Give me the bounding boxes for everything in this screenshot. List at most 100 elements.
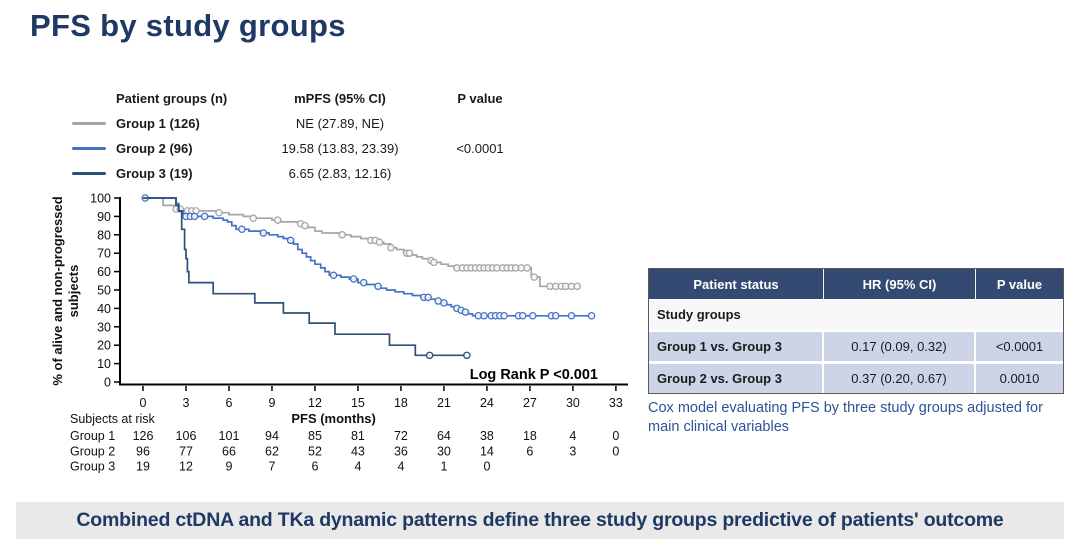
censor-mark-group-2 <box>551 312 560 320</box>
y-tick-label: 60 <box>97 265 111 279</box>
legend-header-groups: Patient groups (n) <box>116 91 228 106</box>
x-tick-label: 12 <box>308 396 322 410</box>
y-axis-title-line-2: subjects <box>66 265 81 318</box>
risk-count: 36 <box>394 444 408 458</box>
risk-count: 14 <box>480 444 494 458</box>
risk-count: 81 <box>351 429 365 443</box>
risk-count: 38 <box>480 429 494 443</box>
risk-count: 19 <box>136 460 150 474</box>
risk-row-label-group-3: Group 3 <box>70 460 115 474</box>
risk-count: 6 <box>526 444 533 458</box>
censor-mark-group-2 <box>329 271 338 280</box>
x-tick-label: 0 <box>140 396 147 410</box>
risk-count: 6 <box>311 460 318 474</box>
group-3-line-swatch <box>72 172 106 175</box>
risk-count: 106 <box>176 429 197 443</box>
x-tick-label: 27 <box>523 396 537 410</box>
censor-mark-group-1 <box>430 258 438 267</box>
group-2-line-swatch <box>72 147 106 150</box>
censor-mark-group-1 <box>523 264 531 272</box>
x-tick-label: 6 <box>226 396 233 410</box>
legend-group-2-pvalue: <0.0001 <box>456 141 504 156</box>
risk-count: 96 <box>136 444 150 458</box>
legend-header-mpfs: mPFS (95% CI) <box>294 91 386 106</box>
x-tick-label: 3 <box>183 396 190 410</box>
risk-count: 0 <box>483 460 490 474</box>
km-curve-group-2 <box>143 197 592 317</box>
y-tick-label: 10 <box>97 357 111 371</box>
x-tick-label: 24 <box>480 396 494 410</box>
risk-count: 3 <box>569 444 576 458</box>
legend-row-group-1: Group 1 (126) NE (27.89, NE) <box>72 111 546 136</box>
legend-group-1-mpfs: NE (27.89, NE) <box>295 116 385 131</box>
censor-mark-group-1 <box>249 214 258 222</box>
censor-mark-group-2 <box>349 275 358 283</box>
censor-mark-group-3 <box>425 351 434 360</box>
y-tick-label: 80 <box>97 228 111 242</box>
risk-row-label-group-1: Group 1 <box>70 429 115 443</box>
y-tick-label: 70 <box>97 247 111 261</box>
cox-model-caption: Cox model evaluating PFS by three study … <box>648 400 1043 436</box>
legend-group-1-name: Group 1 (126) <box>116 116 200 131</box>
censor-mark-group-2 <box>587 312 596 320</box>
risk-count: 77 <box>179 444 193 458</box>
risk-count: 43 <box>351 444 365 458</box>
y-tick-label: 40 <box>97 302 111 316</box>
km-curve-group-3 <box>143 197 467 357</box>
legend-header-pvalue: P value <box>457 91 503 106</box>
hr-table-row-1: Group 1 vs. Group 3 0.17 (0.09, 0.32) <0… <box>649 332 1063 361</box>
censor-mark-group-1 <box>573 282 581 291</box>
censor-mark-group-2 <box>359 278 368 287</box>
hr-row-1-pvalue: <0.0001 <box>976 332 1063 361</box>
y-tick-label: 0 <box>104 376 111 390</box>
hr-table: Patient status HR (95% CI) P value Study… <box>648 268 1064 394</box>
censor-mark-group-1 <box>387 243 395 252</box>
legend-row-group-2: Group 2 (96) 19.58 (13.83, 23.39) <0.000… <box>72 136 546 161</box>
hr-row-1-value: 0.17 (0.09, 0.32) <box>824 332 976 361</box>
risk-count: 30 <box>437 444 451 458</box>
legend-header-row: Patient groups (n) mPFS (95% CI) P value <box>72 86 546 111</box>
x-tick-label: 15 <box>351 396 365 410</box>
hr-table-section-row: Study groups <box>649 299 1063 329</box>
x-tick-label: 18 <box>394 396 408 410</box>
censor-mark-group-2 <box>238 225 246 234</box>
x-tick-label: 9 <box>268 396 275 410</box>
censor-mark-group-2 <box>480 312 488 320</box>
censor-mark-group-1 <box>338 231 346 239</box>
censor-mark-group-2 <box>518 312 527 320</box>
censor-mark-group-2 <box>286 236 295 245</box>
risk-count: 1 <box>440 460 447 474</box>
x-tick-label: 33 <box>609 396 623 410</box>
log-rank-annotation: Log Rank P <0.001 <box>470 367 598 383</box>
censor-mark-group-2 <box>374 282 382 291</box>
risk-count: 85 <box>308 429 322 443</box>
risk-count: 7 <box>268 460 275 474</box>
legend-row-group-3: Group 3 (19) 6.65 (2.83, 12.16) <box>72 161 546 186</box>
censor-mark-group-2 <box>424 293 432 302</box>
km-legend: Patient groups (n) mPFS (95% CI) P value… <box>72 86 546 186</box>
censor-mark-group-2 <box>259 229 268 237</box>
bottom-banner: Combined ctDNA and TKa dynamic patterns … <box>16 502 1064 539</box>
hr-row-2-label: Group 2 vs. Group 3 <box>649 364 824 393</box>
risk-count: 12 <box>179 460 193 474</box>
risk-count: 18 <box>523 429 537 443</box>
censor-mark-group-2 <box>567 312 576 320</box>
censor-mark-group-1 <box>375 238 384 246</box>
hr-table-row-2: Group 2 vs. Group 3 0.37 (0.20, 0.67) 0.… <box>649 364 1063 393</box>
censor-mark-group-1 <box>530 273 538 281</box>
censor-mark-group-2 <box>200 212 209 221</box>
risk-count: 0 <box>612 429 619 443</box>
censor-mark-group-2 <box>461 308 470 316</box>
risk-count: 9 <box>226 460 233 474</box>
hr-header-hr-ci: HR (95% CI) <box>824 269 976 299</box>
censor-mark-group-1 <box>273 216 282 224</box>
legend-group-2-name: Group 2 (96) <box>116 141 193 156</box>
censor-mark-group-1 <box>301 221 309 230</box>
y-tick-label: 30 <box>97 320 111 334</box>
y-tick-label: 100 <box>90 192 111 206</box>
censor-mark-group-3 <box>463 351 471 360</box>
hr-row-2-value: 0.37 (0.20, 0.67) <box>824 364 976 393</box>
censor-mark-group-1 <box>405 249 414 257</box>
group-1-line-swatch <box>72 122 106 125</box>
